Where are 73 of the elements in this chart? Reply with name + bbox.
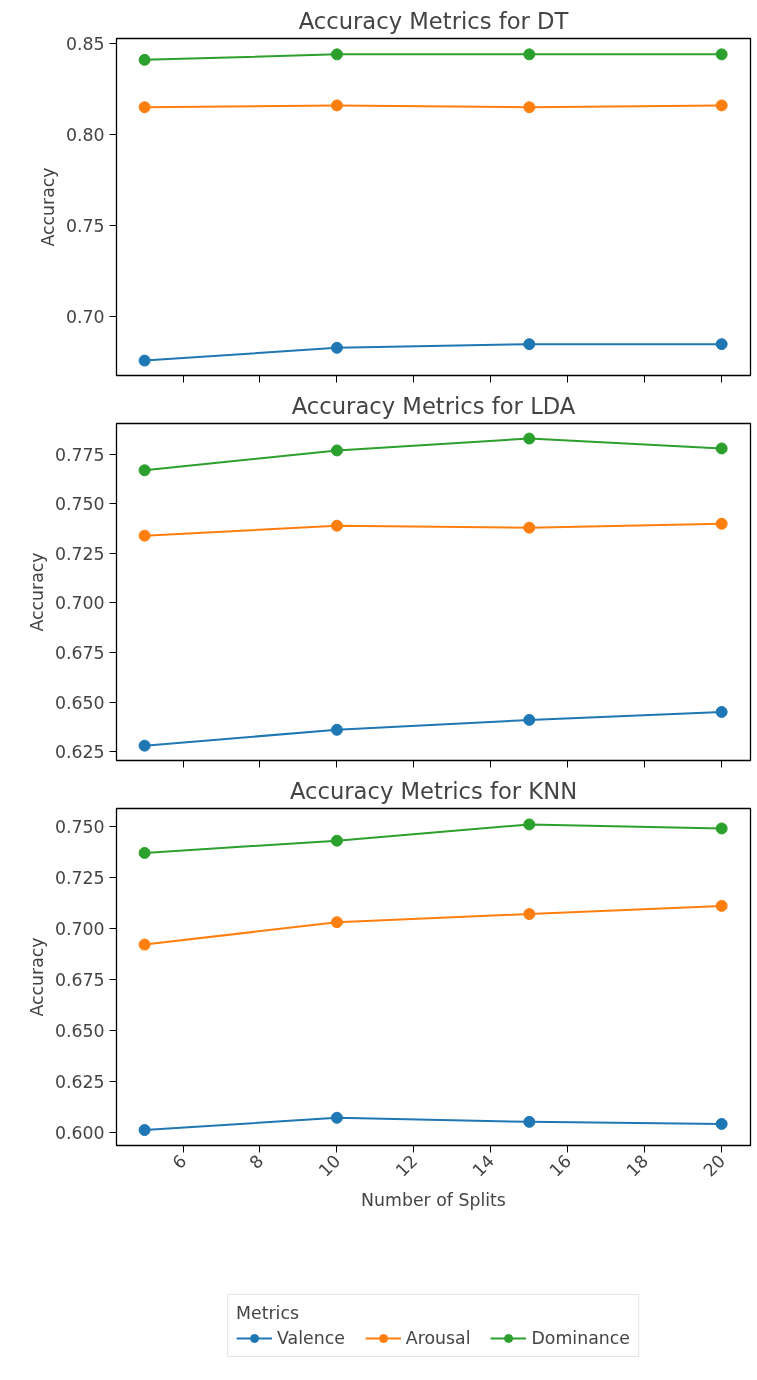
point [523, 432, 536, 445]
x-tick-label: 18 [622, 1150, 653, 1181]
point [138, 846, 151, 859]
y-tick-label: 0.675 [54, 643, 105, 664]
legend-label: Dominance [531, 1328, 630, 1348]
x-tick-label: 16 [545, 1150, 576, 1181]
chart-title: Accuracy Metrics for KNN [289, 777, 578, 804]
x-tick-label: 14 [468, 1150, 499, 1181]
y-axis-title: Accuracy [37, 167, 58, 247]
y-tick-label: 0.625 [54, 1071, 105, 1092]
x-axis-title: Number of Splits [361, 1190, 506, 1211]
y-tick-label: 0.70 [65, 307, 105, 328]
point [715, 517, 728, 530]
point [715, 899, 728, 912]
y-tick-label: 0.750 [54, 494, 105, 515]
point [330, 341, 343, 354]
y-tick-label: 0.775 [54, 444, 105, 465]
y-tick-label: 0.700 [54, 918, 105, 939]
y-axis-title: Accuracy [26, 552, 47, 632]
point [138, 938, 151, 951]
point [523, 713, 536, 726]
x-tick-label: 20 [699, 1150, 730, 1181]
y-tick-label: 0.750 [54, 816, 105, 837]
point [715, 442, 728, 455]
point [330, 444, 343, 457]
point [138, 354, 151, 367]
point [138, 739, 151, 752]
point [523, 101, 536, 114]
point [715, 822, 728, 835]
point [138, 464, 151, 477]
x-tick-label: 10 [314, 1150, 345, 1181]
point [330, 99, 343, 112]
point [330, 916, 343, 929]
y-axis-title: Accuracy [26, 937, 47, 1017]
point [523, 908, 536, 921]
point [715, 705, 728, 718]
point [523, 521, 536, 534]
point [330, 723, 343, 736]
legend-label: Valence [277, 1328, 345, 1348]
x-tick-label: 12 [391, 1150, 422, 1181]
chart-title: Accuracy Metrics for LDA [291, 392, 576, 419]
point [138, 101, 151, 114]
point [523, 818, 536, 831]
y-tick-label: 0.650 [54, 1020, 105, 1041]
y-tick-label: 0.725 [54, 543, 105, 564]
point [715, 99, 728, 112]
point [715, 48, 728, 61]
legend-label: Arousal [405, 1328, 471, 1348]
y-tick-label: 0.650 [54, 692, 105, 713]
point [138, 529, 151, 542]
legend-title: Metrics [236, 1303, 300, 1323]
point [523, 48, 536, 61]
y-tick-label: 0.675 [54, 969, 105, 990]
y-tick-label: 0.700 [54, 593, 105, 614]
point [523, 338, 536, 351]
x-tick-label: 6 [168, 1150, 191, 1173]
chart-title: Accuracy Metrics for DT [298, 7, 569, 34]
point [138, 53, 151, 66]
y-tick-label: 0.625 [54, 742, 105, 763]
point [138, 1124, 151, 1136]
point [330, 48, 343, 61]
point [715, 338, 728, 351]
x-tick-label: 8 [245, 1150, 268, 1173]
y-tick-label: 0.80 [65, 125, 105, 146]
y-tick-label: 0.85 [65, 33, 105, 54]
y-tick-label: 0.725 [54, 867, 105, 888]
y-tick-label: 0.75 [65, 216, 105, 237]
point [523, 1115, 536, 1128]
point [330, 1111, 343, 1124]
y-tick-label: 0.600 [54, 1122, 105, 1143]
point [715, 1117, 728, 1130]
point [330, 519, 343, 532]
point [330, 834, 343, 847]
